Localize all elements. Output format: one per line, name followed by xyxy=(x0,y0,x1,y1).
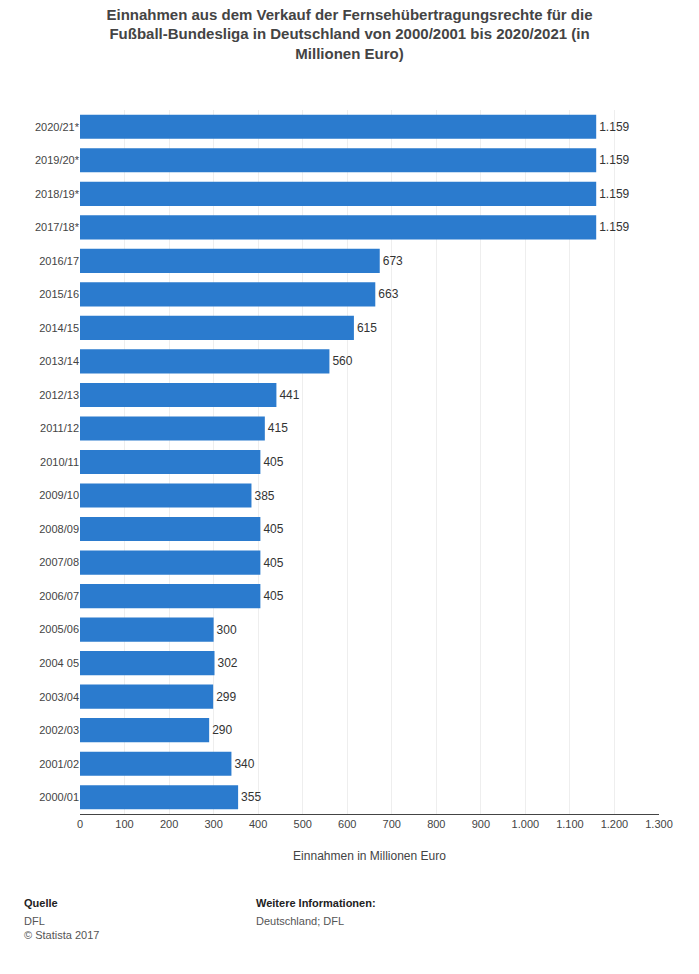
svg-text:302: 302 xyxy=(218,656,238,670)
svg-text:2008/09: 2008/09 xyxy=(39,523,79,535)
svg-text:2019/20*: 2019/20* xyxy=(35,154,80,166)
svg-text:405: 405 xyxy=(263,455,283,469)
svg-text:DFL© Statista 2017: DFL© Statista 2017 xyxy=(24,915,99,941)
svg-text:Quelle: Quelle xyxy=(24,897,58,909)
svg-text:405: 405 xyxy=(263,589,283,603)
svg-text:2006/07: 2006/07 xyxy=(39,590,79,602)
svg-text:355: 355 xyxy=(241,790,261,804)
svg-text:2002/03: 2002/03 xyxy=(39,724,79,736)
svg-text:299: 299 xyxy=(216,690,236,704)
svg-text:415: 415 xyxy=(268,421,288,435)
svg-text:2010/11: 2010/11 xyxy=(40,456,79,468)
svg-text:100: 100 xyxy=(115,818,133,830)
svg-text:2014/15: 2014/15 xyxy=(39,322,79,334)
svg-text:2009/10: 2009/10 xyxy=(39,489,79,501)
svg-text:2017/18*: 2017/18* xyxy=(35,221,80,233)
svg-text:2016/17: 2016/17 xyxy=(39,255,79,267)
svg-text:2007/08: 2007/08 xyxy=(39,556,79,568)
svg-text:2003/04: 2003/04 xyxy=(39,691,79,703)
svg-text:1.000: 1.000 xyxy=(512,818,540,830)
svg-text:2015/16: 2015/16 xyxy=(39,288,79,300)
svg-text:2004 05: 2004 05 xyxy=(39,657,79,669)
svg-text:700: 700 xyxy=(383,818,401,830)
svg-text:290: 290 xyxy=(212,723,232,737)
svg-text:2012/13: 2012/13 xyxy=(39,389,79,401)
svg-text:300: 300 xyxy=(204,818,222,830)
svg-text:405: 405 xyxy=(263,556,283,570)
svg-text:Weitere Informationen:: Weitere Informationen: xyxy=(256,897,376,909)
svg-text:800: 800 xyxy=(427,818,445,830)
svg-text:900: 900 xyxy=(472,818,490,830)
svg-text:Deutschland; DFL: Deutschland; DFL xyxy=(256,915,344,927)
svg-text:2018/19*: 2018/19* xyxy=(35,188,80,200)
svg-text:2000/01: 2000/01 xyxy=(39,791,79,803)
svg-text:1.159: 1.159 xyxy=(599,187,629,201)
svg-text:2011/12: 2011/12 xyxy=(40,422,79,434)
svg-text:500: 500 xyxy=(294,818,312,830)
svg-text:615: 615 xyxy=(357,321,377,335)
svg-text:663: 663 xyxy=(378,287,398,301)
svg-text:385: 385 xyxy=(254,489,274,503)
svg-text:1.100: 1.100 xyxy=(556,818,584,830)
svg-text:0: 0 xyxy=(77,818,83,830)
svg-text:2013/14: 2013/14 xyxy=(39,355,79,367)
svg-text:Einnahmen aus dem Verkauf der: Einnahmen aus dem Verkauf der Fernsehübe… xyxy=(107,6,593,62)
svg-text:1.159: 1.159 xyxy=(599,120,629,134)
svg-text:405: 405 xyxy=(263,522,283,536)
svg-text:300: 300 xyxy=(217,623,237,637)
svg-text:1.159: 1.159 xyxy=(599,153,629,167)
svg-text:200: 200 xyxy=(160,818,178,830)
svg-text:Einnahmen in Millionen Euro: Einnahmen in Millionen Euro xyxy=(293,849,446,863)
svg-text:560: 560 xyxy=(332,354,352,368)
svg-text:2005/06: 2005/06 xyxy=(39,623,79,635)
svg-text:1.200: 1.200 xyxy=(601,818,629,830)
svg-text:1.300: 1.300 xyxy=(645,818,673,830)
svg-text:2020/21*: 2020/21* xyxy=(35,121,80,133)
svg-text:600: 600 xyxy=(338,818,356,830)
svg-text:1.159: 1.159 xyxy=(599,220,629,234)
svg-text:2001/02: 2001/02 xyxy=(39,758,79,770)
svg-text:441: 441 xyxy=(279,388,299,402)
svg-text:400: 400 xyxy=(249,818,267,830)
svg-text:673: 673 xyxy=(383,254,403,268)
svg-text:340: 340 xyxy=(234,757,254,771)
